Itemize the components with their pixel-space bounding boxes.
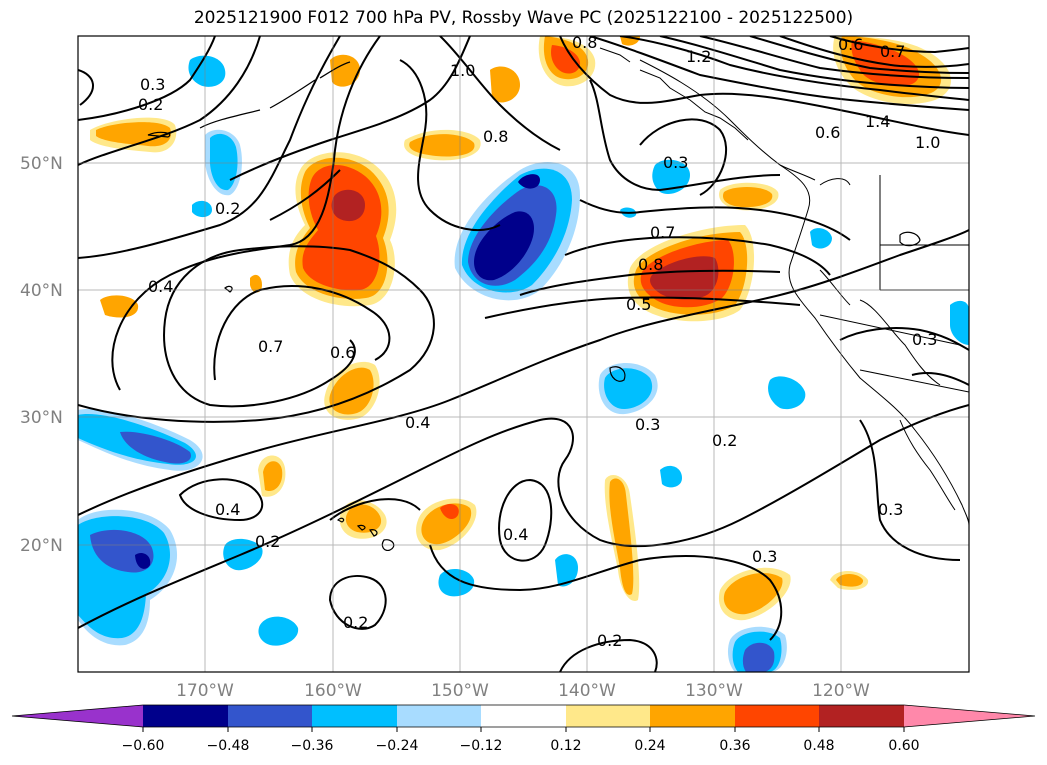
lon-label-150w: 150°W (431, 681, 489, 701)
longitude-labels: 170°W 160°W 150°W 140°W 130°W 120°W (176, 681, 870, 701)
lat-label-40n: 40°N (20, 281, 63, 301)
north-america-coast (639, 59, 969, 526)
map-frame (77, 35, 970, 673)
colorbar-segment (312, 705, 397, 727)
contour-label: 0.2 (255, 532, 280, 551)
contour-label: 0.4 (503, 525, 528, 544)
contour-labels: 0.3 0.2 1.0 1.2 0.8 0.6 0.7 0.8 0.6 1.4 … (138, 33, 940, 650)
colorbar-tick-label: −0.12 (460, 738, 503, 754)
contour-label: 0.4 (148, 277, 173, 296)
colorbar-tick-label: −0.60 (122, 738, 165, 754)
contour-label: 0.2 (343, 613, 368, 632)
map-title: 2025121900 F012 700 hPa PV, Rossby Wave … (193, 8, 854, 28)
colorbar-tick-label: −0.48 (207, 738, 250, 754)
colorbar-tick-label: 0.36 (719, 738, 750, 754)
lat-label-20n: 20°N (20, 536, 63, 556)
contour-label: 0.2 (712, 431, 737, 450)
contour-label: 1.2 (686, 47, 711, 66)
contour-label: 0.6 (330, 343, 355, 362)
contour-label: 0.8 (638, 255, 663, 274)
lon-label-120w: 120°W (812, 681, 870, 701)
colorbar-max-extend (904, 705, 1035, 727)
contour-label: 0.2 (597, 631, 622, 650)
contour-label: 0.4 (405, 413, 430, 432)
colorbar-tick-label: 0.12 (550, 738, 581, 754)
contour-label: 0.6 (815, 123, 840, 142)
contour-label: 0.5 (626, 295, 651, 314)
colorbar: −0.60 −0.48 −0.36 −0.24 −0.12 0.12 0.24 … (11, 704, 1036, 754)
colorbar-tick-label: −0.24 (376, 738, 419, 754)
colorbar-tick-label: 0.24 (634, 738, 665, 754)
colorbar-segment (228, 705, 312, 727)
coastlines (599, 47, 969, 526)
colorbar-segment (650, 705, 735, 727)
contour-label: 0.3 (752, 547, 777, 566)
contour-label: 0.3 (912, 330, 937, 349)
colorbar-segment (143, 705, 228, 727)
contour-label: 0.8 (572, 33, 597, 52)
contour-label: 0.4 (215, 500, 240, 519)
lon-label-140w: 140°W (558, 681, 616, 701)
colorbar-segment (735, 705, 819, 727)
lat-label-30n: 30°N (20, 408, 63, 428)
colorbar-segment (481, 705, 566, 727)
contour-label: 0.3 (140, 75, 165, 94)
contour-label: 0.7 (258, 337, 283, 356)
colorbar-segment (566, 705, 650, 727)
islands (147, 61, 921, 551)
lon-label-170w: 170°W (176, 681, 234, 701)
latitude-labels: 50°N 40°N 30°N 20°N (20, 154, 63, 556)
contour-label: 0.3 (663, 153, 688, 172)
colorbar-tick-label: 0.48 (803, 738, 834, 754)
contour-label: 1.0 (450, 61, 475, 80)
colorbar-tick-label: −0.36 (291, 738, 334, 754)
graticule (78, 36, 969, 672)
lat-label-50n: 50°N (20, 154, 63, 174)
contour-label: 0.3 (635, 415, 660, 434)
contour-label: 0.2 (138, 95, 163, 114)
colorbar-tick-label: 0.60 (888, 738, 919, 754)
contour-label: 1.0 (915, 133, 940, 152)
colorbar-segment (397, 705, 481, 727)
contour-label: 0.8 (483, 127, 508, 146)
lon-label-160w: 160°W (304, 681, 362, 701)
lon-label-130w: 130°W (685, 681, 743, 701)
contour-label: 0.3 (878, 500, 903, 519)
contour-label: 1.4 (865, 112, 890, 131)
contour-label: 0.7 (650, 223, 675, 242)
map-content: 0.3 0.2 1.0 1.2 0.8 0.6 0.7 0.8 0.6 1.4 … (78, 33, 969, 672)
contour-label: 0.7 (880, 42, 905, 61)
colorbar-min-extend (12, 705, 143, 727)
contour-label: 0.6 (838, 35, 863, 54)
contour-label: 0.2 (215, 199, 240, 218)
colorbar-segment (819, 705, 904, 727)
